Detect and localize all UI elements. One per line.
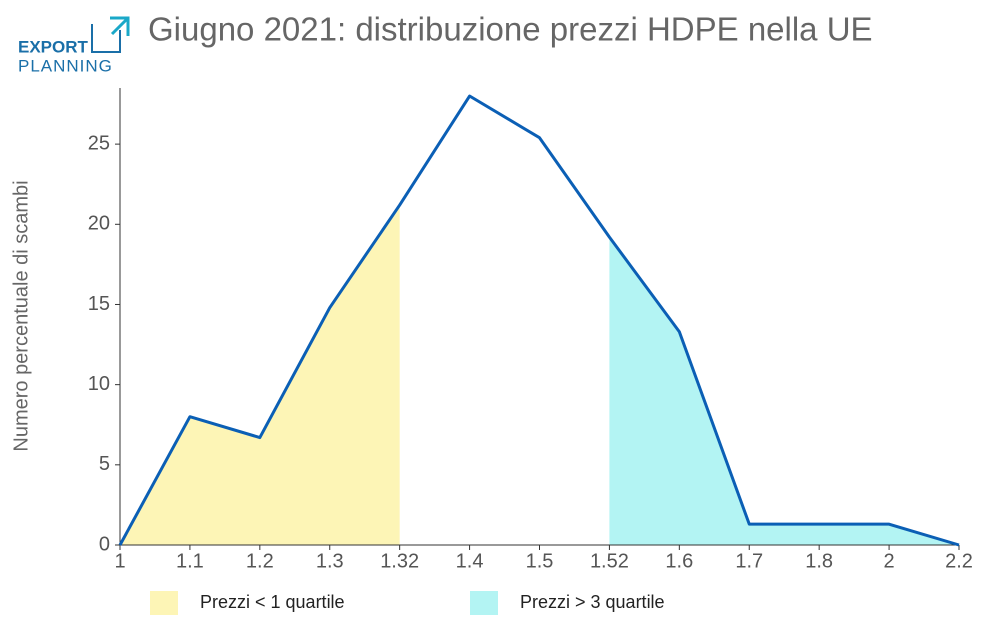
legend-swatch: [470, 591, 498, 615]
x-tick-label: 1.5: [526, 550, 554, 572]
x-tick-label: 1.1: [176, 550, 204, 572]
x-tick-label: 2: [884, 550, 895, 572]
x-tick-label: 2.2: [945, 550, 973, 572]
x-tick-label: 1.8: [805, 550, 833, 572]
y-axis-label: Numero percentuale di scambi: [10, 180, 32, 451]
logo: EXPORT PLANNING: [18, 16, 130, 75]
logo-icon: [110, 16, 130, 36]
x-tick-label: 1.7: [735, 550, 763, 572]
y-tick-label: 5: [99, 453, 110, 475]
x-tick-label: 1.4: [456, 550, 484, 572]
y-tick-label: 20: [88, 213, 110, 235]
y-tick-label: 25: [88, 132, 110, 154]
legend-label: Prezzi > 3 quartile: [520, 592, 665, 612]
line: [118, 94, 960, 547]
logo-icon: [91, 24, 121, 53]
x-tick-label: 1.52: [590, 550, 629, 572]
x-tick-label: 1.6: [665, 550, 693, 572]
x-tick-label: 1.3: [316, 550, 344, 572]
y-tick-label: 10: [88, 373, 110, 395]
logo-text: PLANNING: [18, 56, 113, 75]
area: [609, 237, 959, 545]
y-tick-label: 0: [99, 533, 110, 555]
x-tick-label: 1: [114, 550, 125, 572]
legend-swatch: [150, 591, 178, 615]
x-tick-label: 1.32: [380, 550, 419, 572]
chart-title: Giugno 2021: distribuzione prezzi HDPE n…: [148, 11, 873, 48]
x-tick-label: 1.2: [246, 550, 274, 572]
y-tick-label: 15: [88, 293, 110, 315]
area: [120, 205, 400, 545]
legend-label: Prezzi < 1 quartile: [200, 592, 345, 612]
logo-text: EXPORT: [18, 37, 89, 56]
